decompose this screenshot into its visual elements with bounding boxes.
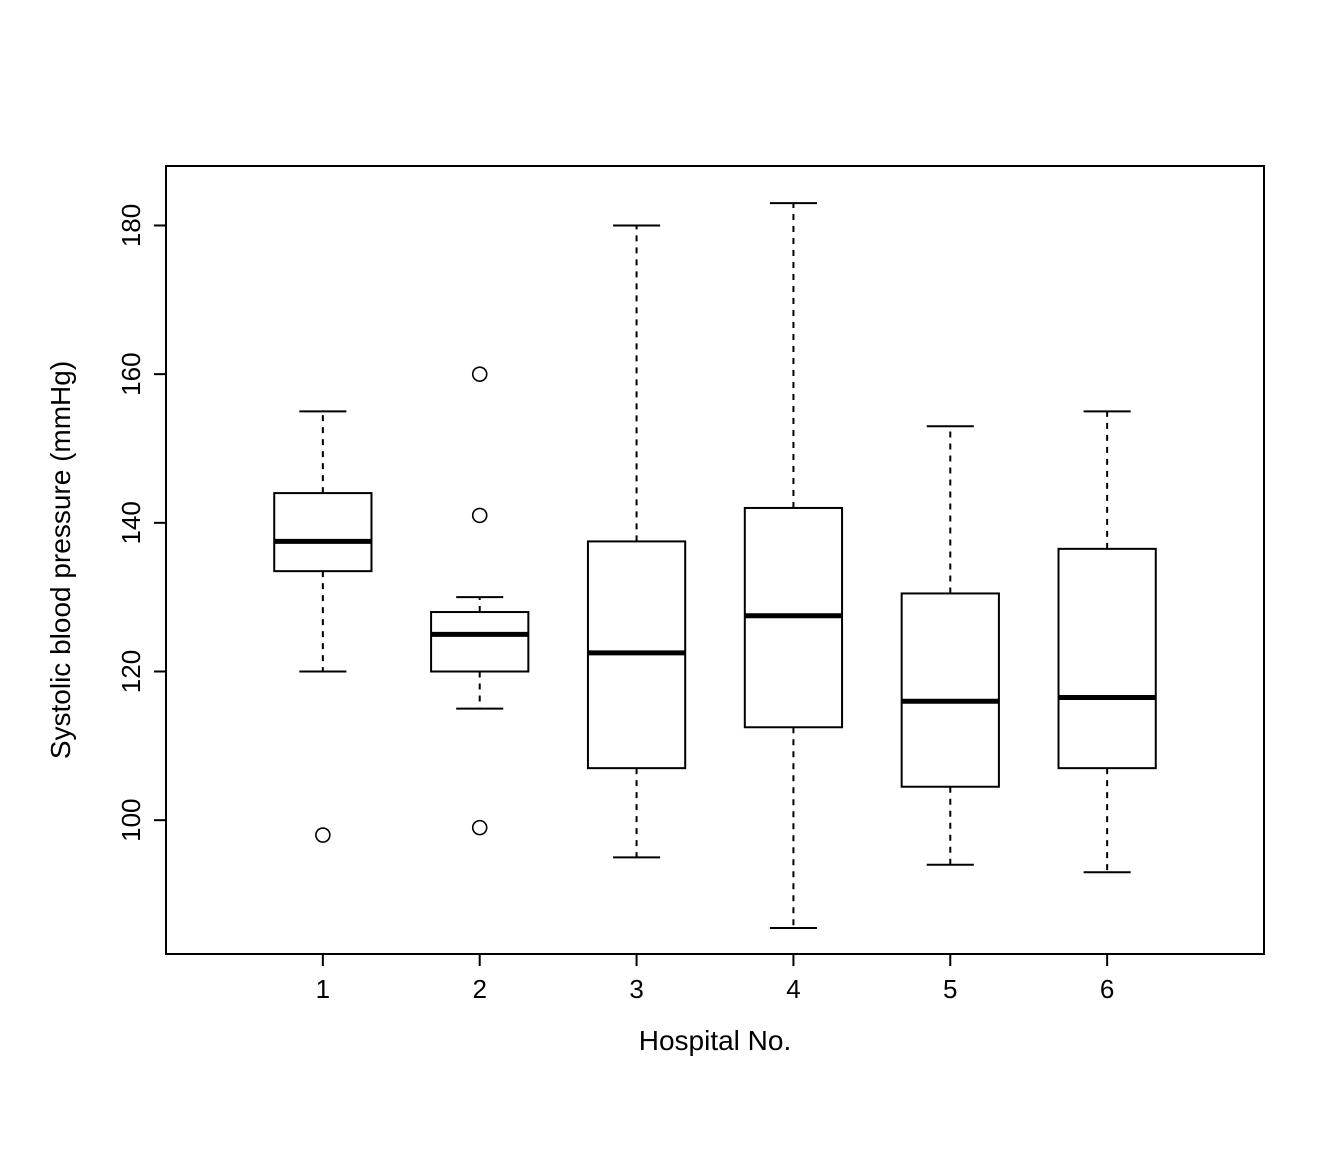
outlier-point bbox=[473, 821, 487, 835]
boxplot-chart: 100 120 140 160 180 1 2 3 4 5 6 Hospital No. Systoli… bbox=[0, 0, 1344, 1152]
x-tick-label: 1 bbox=[316, 974, 330, 1004]
x-tick-label: 6 bbox=[1100, 974, 1114, 1004]
x-tick-label: 2 bbox=[472, 974, 486, 1004]
y-tick-label: 120 bbox=[116, 650, 146, 693]
box bbox=[902, 593, 999, 786]
outlier-point bbox=[316, 828, 330, 842]
y-tick-label: 180 bbox=[116, 204, 146, 247]
x-axis-label: Hospital No. bbox=[639, 1025, 792, 1056]
box bbox=[1059, 549, 1156, 768]
outlier-point bbox=[473, 508, 487, 522]
y-axis-label: Systolic blood pressure (mmHg) bbox=[45, 361, 76, 759]
x-tick-label: 5 bbox=[943, 974, 957, 1004]
y-tick-label: 160 bbox=[116, 352, 146, 395]
boxplot-group bbox=[902, 426, 999, 865]
boxplot-group bbox=[1059, 411, 1156, 872]
boxplot-group bbox=[745, 203, 842, 928]
x-tick-label: 4 bbox=[786, 974, 800, 1004]
y-tick-label: 140 bbox=[116, 501, 146, 544]
boxplot-group bbox=[274, 411, 371, 842]
outlier-point bbox=[473, 367, 487, 381]
boxplot-group bbox=[588, 225, 685, 857]
boxplot-group bbox=[431, 367, 528, 834]
box bbox=[431, 612, 528, 671]
box bbox=[274, 493, 371, 571]
y-tick-label: 100 bbox=[116, 798, 146, 841]
x-tick-label: 3 bbox=[629, 974, 643, 1004]
